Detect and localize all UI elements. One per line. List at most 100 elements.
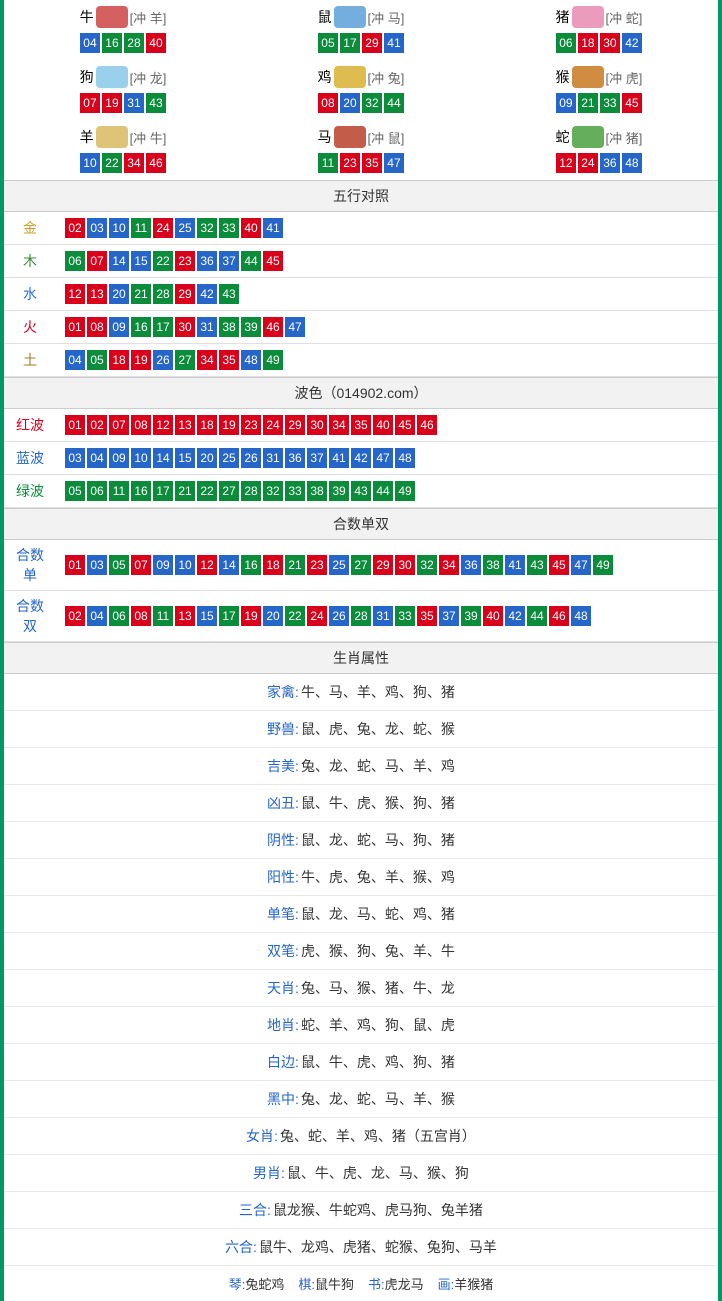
number-ball: 08 bbox=[131, 606, 151, 626]
row-balls: 05061116172122272832333839434449 bbox=[56, 475, 718, 508]
number-ball: 01 bbox=[65, 415, 85, 435]
number-ball: 10 bbox=[175, 555, 195, 575]
number-ball: 32 bbox=[263, 481, 283, 501]
attr-row: 吉美:兔、龙、蛇、马、羊、鸡 bbox=[4, 748, 718, 785]
number-ball: 19 bbox=[131, 350, 151, 370]
zodiac-clash: [冲 龙] bbox=[130, 68, 167, 87]
number-ball: 42 bbox=[197, 284, 217, 304]
row-balls: 0103050709101214161821232527293032343638… bbox=[56, 540, 718, 591]
row-balls: 03040910141520252631363741424748 bbox=[56, 442, 718, 475]
attr-label: 黑中: bbox=[267, 1091, 299, 1107]
attr-label: 家禽: bbox=[267, 684, 299, 700]
row-balls: 0102070812131819232429303435404546 bbox=[56, 409, 718, 442]
number-ball: 20 bbox=[340, 93, 360, 113]
number-ball: 31 bbox=[197, 317, 217, 337]
number-ball: 01 bbox=[65, 555, 85, 575]
zodiac-balls: 07193143 bbox=[4, 92, 242, 114]
attr-label: 阴性: bbox=[267, 832, 299, 848]
attr-value: 兔、龙、蛇、马、羊、鸡 bbox=[301, 758, 455, 774]
number-ball: 36 bbox=[461, 555, 481, 575]
number-ball: 47 bbox=[285, 317, 305, 337]
number-ball: 16 bbox=[131, 317, 151, 337]
number-ball: 39 bbox=[461, 606, 481, 626]
row-label: 水 bbox=[4, 278, 56, 311]
number-ball: 12 bbox=[197, 555, 217, 575]
attrs-list: 家禽:牛、马、羊、鸡、狗、猪野兽:鼠、虎、兔、龙、蛇、猴吉美:兔、龙、蛇、马、羊… bbox=[4, 674, 718, 1266]
number-ball: 30 bbox=[395, 555, 415, 575]
number-ball: 20 bbox=[197, 448, 217, 468]
number-ball: 23 bbox=[241, 415, 261, 435]
number-ball: 29 bbox=[362, 33, 382, 53]
zodiac-clash: [冲 马] bbox=[368, 8, 405, 27]
attr-row: 双笔:虎、猴、狗、兔、羊、牛 bbox=[4, 933, 718, 970]
number-ball: 09 bbox=[153, 555, 173, 575]
table-row: 水1213202128294243 bbox=[4, 278, 718, 311]
number-ball: 34 bbox=[124, 153, 144, 173]
zodiac-icon bbox=[572, 6, 604, 28]
number-ball: 42 bbox=[351, 448, 371, 468]
number-ball: 05 bbox=[318, 33, 338, 53]
zodiac-name: 鼠 bbox=[318, 7, 332, 27]
row-label: 木 bbox=[4, 245, 56, 278]
number-ball: 13 bbox=[175, 606, 195, 626]
pair-val: 虎龙马 bbox=[385, 1277, 424, 1292]
number-ball: 29 bbox=[285, 415, 305, 435]
number-ball: 07 bbox=[87, 251, 107, 271]
attr-value: 虎、猴、狗、兔、羊、牛 bbox=[301, 943, 455, 959]
attr-value: 蛇、羊、鸡、狗、鼠、虎 bbox=[301, 1017, 455, 1033]
number-ball: 28 bbox=[153, 284, 173, 304]
number-ball: 23 bbox=[175, 251, 195, 271]
number-ball: 14 bbox=[109, 251, 129, 271]
zodiac-balls: 11233547 bbox=[242, 152, 480, 174]
zodiac-cell: 猪[冲 蛇]06183042 bbox=[480, 0, 718, 60]
number-ball: 16 bbox=[131, 481, 151, 501]
number-ball: 46 bbox=[417, 415, 437, 435]
number-ball: 08 bbox=[318, 93, 338, 113]
attr-value: 鼠、牛、虎、龙、马、猴、狗 bbox=[287, 1165, 469, 1181]
attr-label: 阳性: bbox=[267, 869, 299, 885]
number-ball: 44 bbox=[241, 251, 261, 271]
last-pair: 棋:鼠牛狗 bbox=[298, 1274, 354, 1293]
zodiac-clash: [冲 牛] bbox=[130, 128, 167, 147]
attr-row: 野兽:鼠、虎、兔、龙、蛇、猴 bbox=[4, 711, 718, 748]
attr-label: 三合: bbox=[239, 1202, 271, 1218]
number-ball: 17 bbox=[340, 33, 360, 53]
number-ball: 04 bbox=[65, 350, 85, 370]
number-ball: 43 bbox=[219, 284, 239, 304]
zodiac-clash: [冲 羊] bbox=[130, 8, 167, 27]
number-ball: 35 bbox=[362, 153, 382, 173]
number-ball: 27 bbox=[219, 481, 239, 501]
attr-row: 家禽:牛、马、羊、鸡、狗、猪 bbox=[4, 674, 718, 711]
number-ball: 48 bbox=[241, 350, 261, 370]
number-ball: 19 bbox=[241, 606, 261, 626]
attr-value: 鼠、龙、马、蛇、鸡、猪 bbox=[301, 906, 455, 922]
number-ball: 05 bbox=[65, 481, 85, 501]
row-balls: 04051819262734354849 bbox=[56, 344, 718, 377]
attr-value: 兔、龙、蛇、马、羊、猴 bbox=[301, 1091, 455, 1107]
attr-row: 男肖:鼠、牛、虎、龙、马、猴、狗 bbox=[4, 1155, 718, 1192]
attr-value: 鼠龙猴、牛蛇鸡、虎马狗、兔羊猪 bbox=[273, 1202, 483, 1218]
zodiac-name: 狗 bbox=[80, 67, 94, 87]
pair-key: 画: bbox=[438, 1277, 455, 1292]
number-ball: 22 bbox=[153, 251, 173, 271]
number-ball: 46 bbox=[549, 606, 569, 626]
number-ball: 38 bbox=[307, 481, 327, 501]
pair-key: 棋: bbox=[298, 1277, 315, 1292]
number-ball: 47 bbox=[384, 153, 404, 173]
number-ball: 36 bbox=[197, 251, 217, 271]
number-ball: 48 bbox=[571, 606, 591, 626]
number-ball: 26 bbox=[329, 606, 349, 626]
zodiac-clash: [冲 蛇] bbox=[606, 8, 643, 27]
number-ball: 49 bbox=[263, 350, 283, 370]
row-label: 火 bbox=[4, 311, 56, 344]
number-ball: 01 bbox=[65, 317, 85, 337]
bose-table: 红波0102070812131819232429303435404546蓝波03… bbox=[4, 409, 718, 508]
number-ball: 24 bbox=[307, 606, 327, 626]
number-ball: 43 bbox=[351, 481, 371, 501]
attr-row: 单笔:鼠、龙、马、蛇、鸡、猪 bbox=[4, 896, 718, 933]
number-ball: 38 bbox=[219, 317, 239, 337]
number-ball: 10 bbox=[109, 218, 129, 238]
number-ball: 12 bbox=[556, 153, 576, 173]
pair-key: 书: bbox=[368, 1277, 385, 1292]
table-row: 红波0102070812131819232429303435404546 bbox=[4, 409, 718, 442]
